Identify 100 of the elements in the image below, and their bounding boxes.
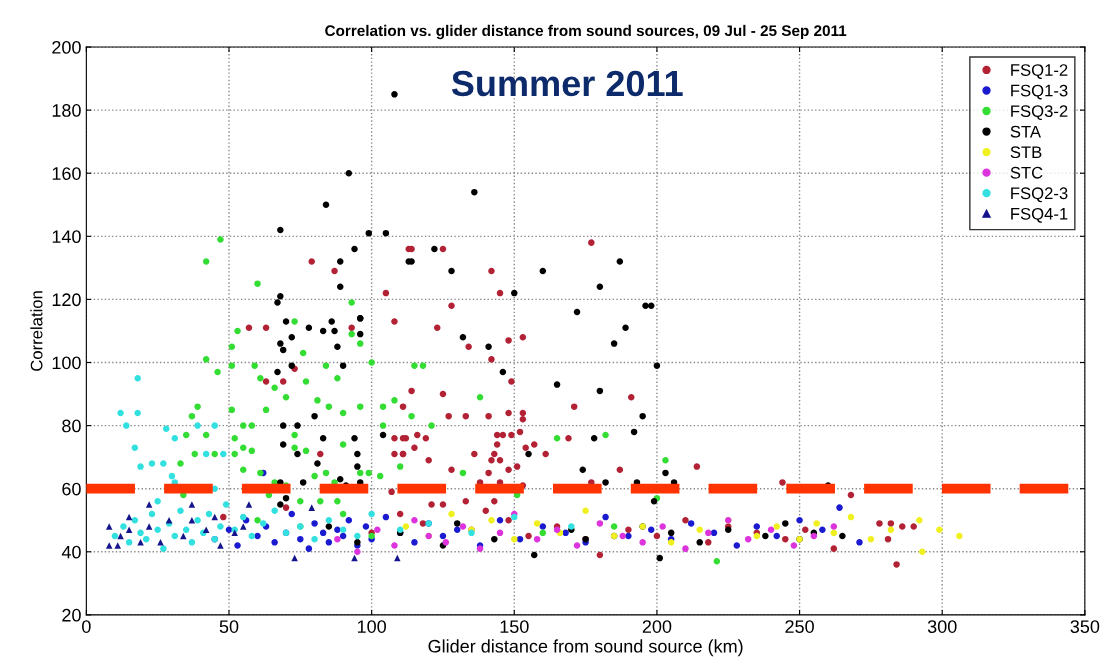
x-tick-label: 250: [785, 620, 814, 633]
point: [311, 520, 318, 527]
point: [211, 422, 218, 429]
x-tick-label: 350: [1070, 620, 1100, 633]
point: [744, 535, 752, 543]
point: [171, 434, 179, 442]
point: [790, 542, 798, 549]
point: [596, 520, 604, 527]
point: [143, 535, 150, 543]
legend-label: STA: [1010, 125, 1041, 138]
point: [271, 539, 278, 546]
point: [639, 539, 646, 546]
legend-label: FSQ4-1: [1011, 207, 1068, 223]
point: [439, 532, 447, 540]
point: [459, 523, 467, 530]
x-axis-title: Glider distance from sound source (km): [428, 639, 743, 657]
point: [936, 526, 943, 533]
chart-title: Correlation vs. glider distance from sound sources, 09 Jul - 25 Sep 2011: [325, 24, 847, 40]
point: [117, 409, 124, 417]
point: [162, 425, 170, 433]
point: [696, 526, 703, 533]
point: [297, 535, 304, 543]
x-tick-label: 150: [500, 620, 529, 633]
point: [271, 507, 278, 515]
y-tick-label: 40: [61, 545, 81, 559]
point: [468, 529, 475, 537]
point: [131, 444, 139, 451]
point: [105, 523, 113, 530]
y-tick-label: 120: [52, 293, 81, 307]
point: [134, 375, 141, 382]
point: [830, 523, 838, 530]
y-tick-label: 160: [52, 167, 81, 180]
point: [659, 523, 666, 530]
point: [134, 409, 141, 417]
point: [188, 501, 196, 508]
point: [125, 539, 133, 546]
point: [602, 513, 609, 521]
point: [137, 463, 144, 470]
y-tick-label: 180: [52, 104, 81, 117]
point: [573, 542, 581, 549]
point: [753, 523, 761, 530]
point: [240, 513, 247, 521]
point: [240, 523, 247, 530]
x-tick-label: 100: [357, 620, 386, 633]
point: [254, 532, 261, 540]
legend-label: FSQ3-2: [1011, 105, 1068, 121]
point: [687, 520, 695, 527]
point: [248, 532, 256, 540]
legend-label: STC: [1010, 166, 1043, 179]
point: [396, 526, 404, 533]
point: [182, 526, 190, 533]
point: [533, 535, 541, 543]
point: [188, 539, 196, 546]
point: [625, 532, 632, 540]
point: [767, 526, 775, 533]
point: [231, 529, 238, 537]
y-tick-label: 80: [62, 419, 81, 433]
point: [148, 460, 156, 467]
point: [705, 529, 712, 537]
y-axis-title: Correlation: [30, 291, 43, 371]
point: [160, 545, 167, 552]
point: [647, 526, 655, 533]
x-tick-label: 0: [82, 620, 91, 633]
point: [345, 516, 353, 524]
point: [533, 520, 541, 527]
point: [448, 510, 455, 518]
point: [710, 529, 718, 537]
point: [830, 529, 838, 537]
point: [145, 501, 153, 508]
point: [131, 516, 139, 524]
point: [682, 545, 689, 552]
point: [382, 513, 390, 521]
y-tick-label: 60: [62, 482, 81, 496]
point: [148, 510, 156, 518]
point: [516, 535, 524, 543]
point: [234, 542, 241, 549]
point: [916, 516, 923, 524]
point: [120, 523, 127, 530]
point: [453, 526, 461, 533]
point: [354, 532, 361, 540]
point: [956, 532, 963, 540]
point: [339, 526, 347, 533]
y-tick-label: 200: [52, 40, 81, 54]
point: [334, 535, 341, 543]
point: [145, 523, 153, 530]
point: [177, 507, 184, 515]
y-tick-label: 20: [62, 608, 81, 622]
x-tick-label: 300: [927, 620, 957, 633]
point: [918, 548, 926, 556]
point: [325, 516, 333, 524]
point: [154, 526, 161, 533]
point: [105, 542, 113, 549]
point: [562, 529, 569, 537]
point: [488, 516, 495, 524]
point: [539, 523, 547, 530]
point: [222, 501, 230, 508]
x-tick-label: 50: [219, 620, 239, 633]
point: [125, 526, 133, 533]
point: [211, 513, 218, 521]
point: [202, 450, 210, 458]
